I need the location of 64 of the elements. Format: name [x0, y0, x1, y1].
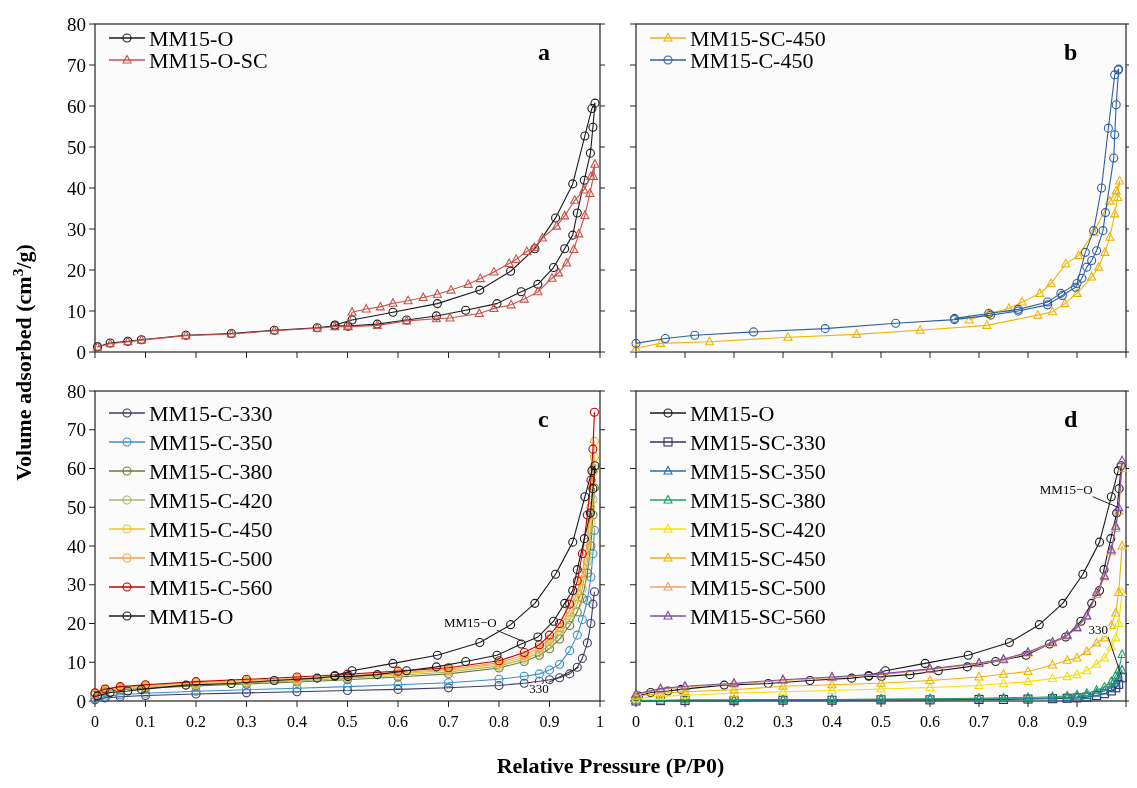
x-tick-label: 0.3 — [236, 713, 257, 730]
annotation: MM15−O — [443, 615, 497, 631]
x-tick-label: 0.1 — [675, 713, 695, 730]
y-tick-label: 50 — [67, 496, 86, 518]
x-tick-label: 0.8 — [1018, 713, 1038, 730]
y-tick-label: 50 — [67, 136, 86, 158]
y-tick-label: 0 — [76, 690, 86, 712]
x-tick-label: 0.9 — [539, 713, 560, 730]
y-tick-label: 20 — [67, 259, 86, 281]
legend-label: MM15-SC-420 — [690, 516, 826, 542]
y-tick-label: 10 — [67, 651, 86, 673]
x-tick-label: 0.9 — [1067, 713, 1087, 730]
legend-label: MM15-SC-330 — [690, 429, 826, 455]
x-tick-label: 0.8 — [489, 713, 509, 730]
x-tick-label: 0.7 — [438, 713, 459, 730]
legend-label: MM15-SC-380 — [690, 487, 826, 513]
legend-label: MM15-C-420 — [149, 487, 273, 513]
x-tick-label: 0.6 — [920, 713, 940, 730]
legend-label: MM15-C-380 — [149, 458, 273, 484]
x-tick-label: 0.5 — [871, 713, 891, 730]
legend-label: MM15-C-560 — [149, 574, 273, 600]
y-tick-label: 10 — [67, 300, 86, 322]
x-tick-label: 0.5 — [337, 713, 358, 730]
y-tick-label: 40 — [67, 535, 86, 557]
y-tick-label: 60 — [67, 458, 86, 480]
x-tick-label: 0 — [91, 713, 99, 730]
y-tick-label: 40 — [67, 177, 86, 199]
legend-label: MM15-C-450 — [149, 516, 273, 542]
annotation: MM15−O — [1039, 481, 1093, 497]
legend-label: MM15-O — [149, 603, 234, 629]
x-tick-label: 0.1 — [135, 713, 156, 730]
x-tick-label: 0.4 — [287, 713, 307, 730]
y-tick-label: 80 — [67, 380, 86, 402]
legend-label: MM15-SC-500 — [690, 574, 826, 600]
annotation: d — [1064, 406, 1078, 432]
legend-label: MM15-O — [690, 400, 775, 426]
x-tick-label: 0.2 — [724, 713, 744, 730]
legend-label: MM15-SC-560 — [690, 603, 826, 629]
y-tick-label: 20 — [67, 613, 86, 635]
x-axis-title: Relative Pressure (P/P0) — [496, 753, 725, 778]
x-tick-label: 0.7 — [969, 713, 989, 730]
annotation: 330 — [1088, 621, 1109, 637]
x-tick-label: 0.2 — [186, 713, 206, 730]
annotation: b — [1064, 39, 1078, 65]
legend-label: MM15-C-500 — [149, 545, 273, 571]
x-tick-label: 1 — [596, 713, 604, 730]
annotation: c — [538, 406, 549, 432]
legend-label: MM15-C-350 — [149, 429, 273, 455]
legend-label: MM15-SC-450 — [690, 545, 826, 571]
annotation: 330 — [529, 681, 549, 697]
y-tick-label: 80 — [67, 13, 86, 35]
y-tick-label: 70 — [67, 419, 86, 441]
x-tick-label: 0.4 — [822, 713, 842, 730]
x-tick-label: 0 — [632, 713, 640, 730]
x-tick-label: 0.3 — [773, 713, 793, 730]
y-tick-label: 0 — [76, 341, 86, 363]
legend-label: MM15-SC-350 — [690, 458, 826, 484]
y-tick-label: 70 — [67, 54, 86, 76]
y-tick-label: 60 — [67, 95, 86, 117]
y-tick-label: 30 — [67, 574, 86, 596]
x-tick-label: 0.6 — [388, 713, 408, 730]
y-tick-label: 30 — [67, 218, 86, 240]
legend-label: MM15-C-330 — [149, 400, 273, 426]
annotation: a — [538, 39, 550, 65]
